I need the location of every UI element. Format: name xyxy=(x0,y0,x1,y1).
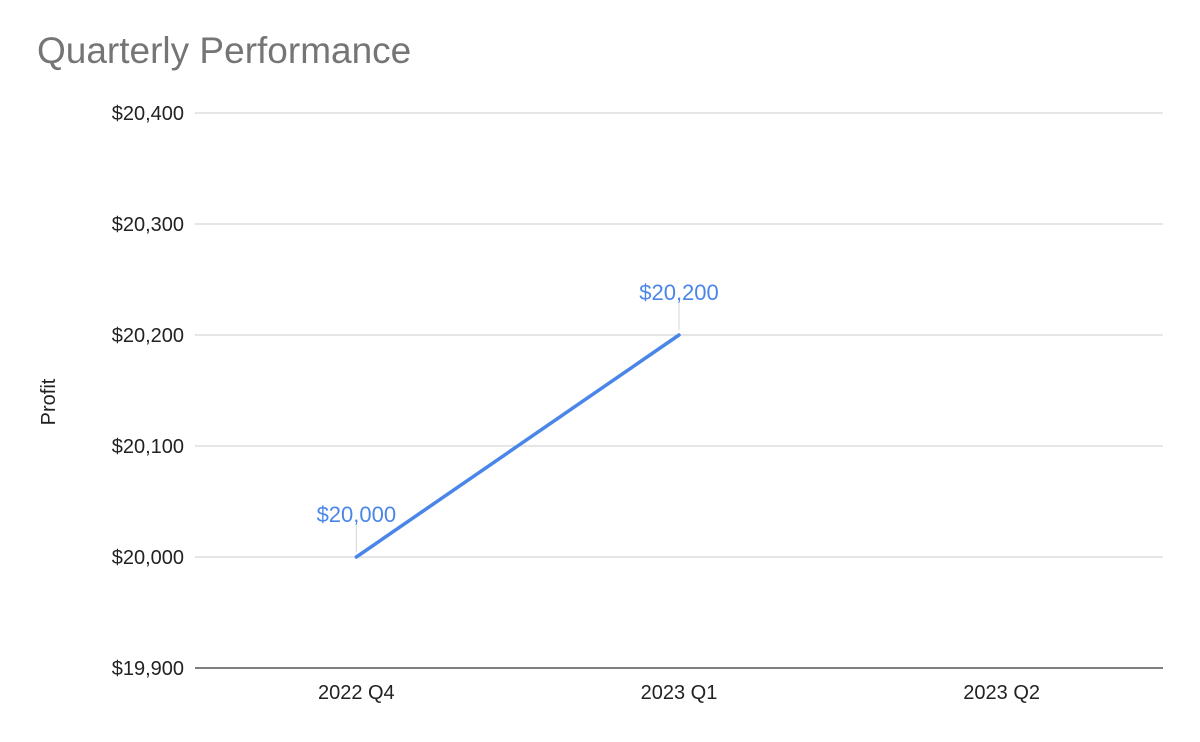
x-tick-label: 2023 Q1 xyxy=(641,682,718,704)
y-axis-tick-labels: $19,900 $20,000 $20,100 $20,200 $20,300 $20,4… xyxy=(112,103,184,680)
y-tick-label: $20,200 xyxy=(112,325,184,347)
series-layer xyxy=(354,333,681,559)
y-axis-title: Profit xyxy=(38,378,60,425)
y-tick-label: $20,400 xyxy=(112,103,184,125)
x-axis-tick-labels: 2022 Q4 2023 Q1 2023 Q2 xyxy=(318,682,1040,704)
chart-title: Quarterly Performance xyxy=(37,30,412,71)
y-tick-label: $20,300 xyxy=(112,214,184,236)
data-labels: $20,000 $20,200 xyxy=(317,280,719,552)
grid-lines xyxy=(195,112,1163,669)
data-label: $20,000 xyxy=(317,502,397,527)
y-tick-label: $20,100 xyxy=(112,436,184,458)
data-label: $20,200 xyxy=(639,280,719,305)
y-tick-label: $19,900 xyxy=(112,658,184,680)
x-tick-label: 2023 Q2 xyxy=(963,682,1040,704)
x-tick-label: 2022 Q4 xyxy=(318,682,395,704)
series-line xyxy=(354,333,681,559)
y-tick-label: $20,000 xyxy=(112,547,184,569)
